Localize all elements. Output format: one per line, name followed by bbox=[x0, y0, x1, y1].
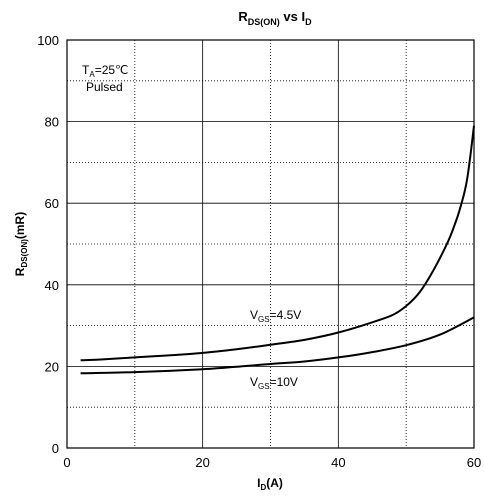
y-axis-label: RDS(ON)(mR) bbox=[13, 212, 29, 276]
series-line-1 bbox=[80, 316, 475, 375]
tick-layer: 0 20 40 60 0 20 40 60 80 100 bbox=[37, 33, 481, 470]
x-tick-label-40: 40 bbox=[331, 455, 345, 470]
chart-title: RDS(ON) vs ID bbox=[238, 9, 312, 27]
annotation-pulsed: Pulsed bbox=[86, 80, 123, 94]
annotation-ta: TA=25℃ bbox=[82, 63, 129, 79]
grid-layer bbox=[67, 40, 474, 448]
series-label-vgs-10v: VGS=10V bbox=[250, 375, 298, 391]
y-tick-label-100: 100 bbox=[37, 33, 59, 48]
y-tick-label-80: 80 bbox=[45, 115, 59, 130]
y-tick-label-0: 0 bbox=[52, 441, 59, 456]
series-line-0 bbox=[80, 125, 475, 362]
series-layer bbox=[80, 125, 475, 375]
x-tick-label-0: 0 bbox=[63, 455, 70, 470]
series-label-vgs-4.5v: VGS=4.5V bbox=[250, 308, 301, 324]
y-tick-label-40: 40 bbox=[45, 278, 59, 293]
plot-frame bbox=[66, 39, 475, 449]
y-tick-label-60: 60 bbox=[45, 196, 59, 211]
x-tick-label-60: 60 bbox=[467, 455, 481, 470]
x-axis-label: ID(A) bbox=[257, 476, 283, 492]
y-tick-label-20: 20 bbox=[45, 359, 59, 374]
x-tick-label-20: 20 bbox=[195, 455, 209, 470]
